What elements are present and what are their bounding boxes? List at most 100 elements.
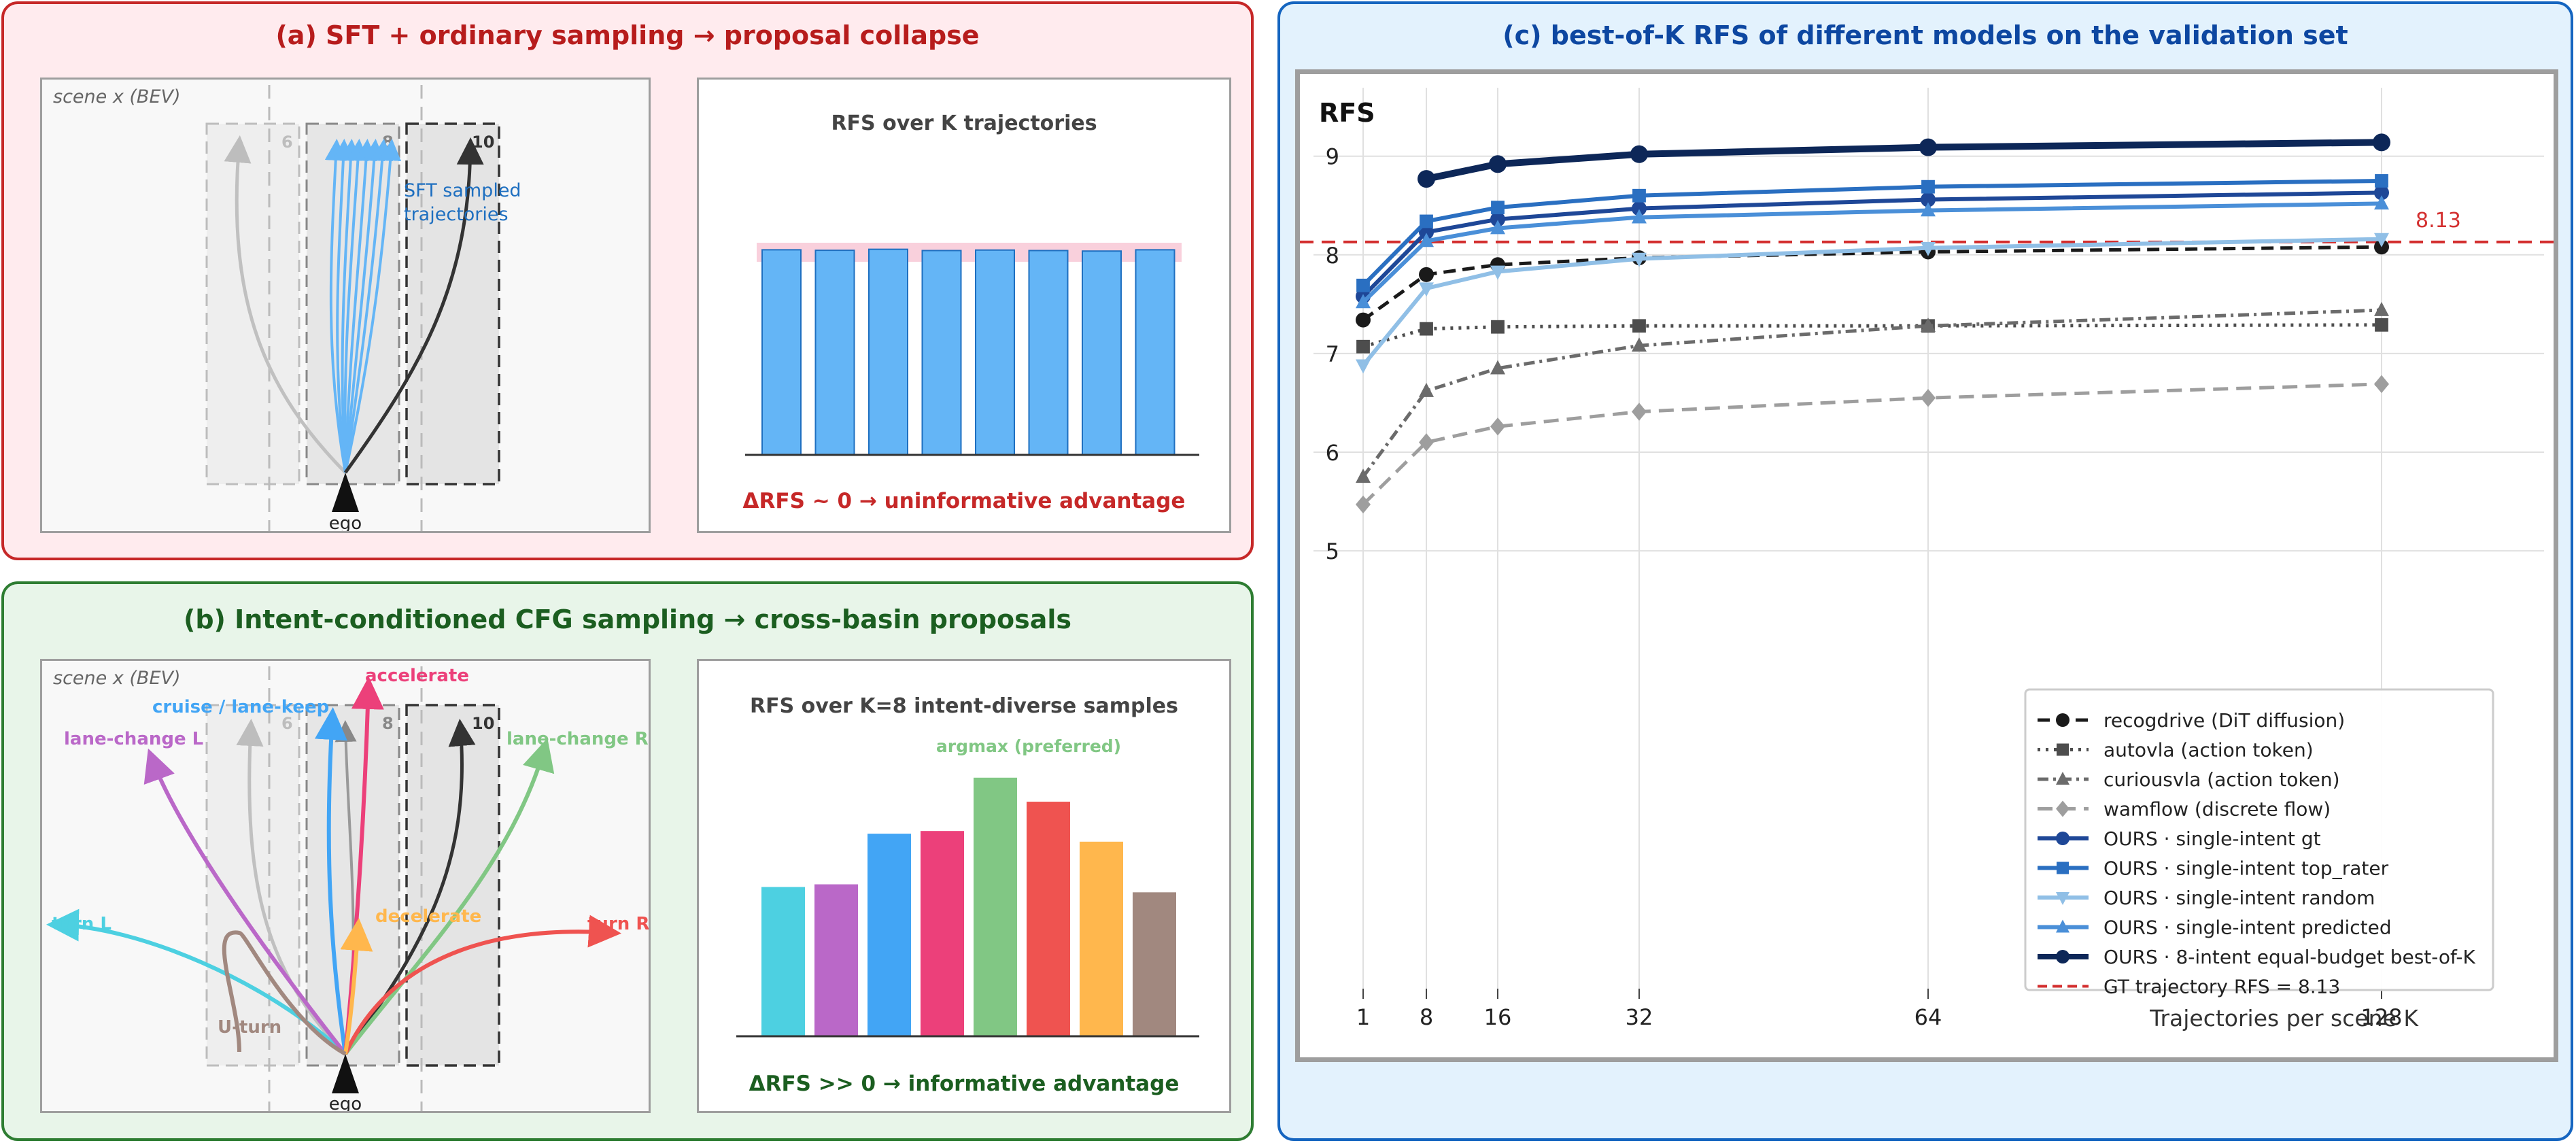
x-tick-label: 16 bbox=[1484, 1004, 1512, 1030]
intent-bar-lane_change_r bbox=[974, 777, 1017, 1036]
data-point bbox=[1490, 417, 1505, 436]
data-point bbox=[1632, 337, 1647, 352]
legend-label: OURS · single-intent random bbox=[2103, 887, 2375, 909]
rfs-bars-a: RFS over K trajectories ΔRFS ~ 0 → uninf… bbox=[743, 112, 1199, 513]
series-6 bbox=[1356, 233, 2389, 374]
chart-title: RFS over K trajectories bbox=[831, 112, 1097, 135]
series-7 bbox=[1356, 195, 2389, 309]
bev-scene-a: scene x (BEV) 6 8 10 SFT sampled traject… bbox=[53, 85, 521, 534]
data-point bbox=[1419, 233, 1434, 248]
intent-bar-accelerate bbox=[921, 831, 964, 1036]
series-5 bbox=[1356, 174, 2388, 292]
data-point bbox=[2056, 800, 2070, 817]
intent-bar-cruise bbox=[868, 834, 911, 1036]
x-axis-label: Trajectories per scene K bbox=[2149, 1005, 2419, 1031]
x-tick-label: 64 bbox=[1914, 1004, 1942, 1030]
intent-label-cruise: cruise / lane-keep bbox=[152, 697, 329, 717]
panel-c: (c) best-of-K RFS of different models on… bbox=[1277, 1, 2573, 1141]
ego-label: ego bbox=[329, 1094, 362, 1111]
data-point bbox=[2056, 919, 2070, 933]
data-point bbox=[1632, 252, 1647, 267]
data-point bbox=[2374, 233, 2389, 248]
data-point bbox=[2057, 861, 2069, 874]
panel-a-bev: scene x (BEV) 6 8 10 SFT sampled traject… bbox=[40, 78, 651, 534]
panel-b-bev: scene x (BEV) 6 8 10 turn L lane-cha bbox=[40, 659, 651, 1114]
intent-bar-turn_r bbox=[1027, 802, 1070, 1036]
data-point bbox=[1921, 388, 1936, 407]
intent-bar-turn_l bbox=[761, 887, 805, 1036]
x-tick-label: 8 bbox=[1420, 1004, 1433, 1030]
rfs-bar bbox=[761, 249, 802, 456]
intent-label-lane-change-r: lane-change R bbox=[506, 729, 649, 749]
gt-reference: 8.13 bbox=[1300, 209, 2554, 243]
data-point bbox=[1630, 145, 1648, 163]
data-point bbox=[2056, 950, 2070, 963]
data-point bbox=[1356, 359, 1371, 374]
intent-label-turn-l: turn L bbox=[52, 914, 111, 934]
data-point bbox=[1632, 403, 1647, 421]
legend-label: OURS · single-intent predicted bbox=[2103, 917, 2392, 939]
data-point bbox=[1490, 360, 1505, 375]
data-point bbox=[1921, 180, 1935, 194]
y-tick-label: 5 bbox=[1326, 539, 1339, 564]
data-point bbox=[1490, 265, 1505, 280]
lane-box-6 bbox=[205, 122, 300, 485]
data-point bbox=[1632, 209, 1647, 224]
data-point bbox=[1420, 214, 1433, 228]
legend-entry: GT trajectory RFS = 8.13 bbox=[2038, 976, 2340, 998]
legend-entry: wamflow (discrete flow) bbox=[2038, 798, 2331, 821]
data-point bbox=[2056, 832, 2070, 845]
data-point bbox=[1489, 155, 1507, 173]
chart-grid bbox=[1313, 88, 2544, 989]
best-of-k-line-chart: 1 8 16 32 64 128 5 6 7 8 9 RFS Trajectories per sc… bbox=[1300, 88, 2554, 1031]
sft-annotation-line2: trajectories bbox=[404, 204, 509, 225]
legend: recogdrive (DiT diffusion) autovla (actio… bbox=[2024, 688, 2494, 998]
data-point bbox=[1921, 241, 1936, 256]
panel-c-title: (c) best-of-K RFS of different models on… bbox=[1502, 20, 2348, 50]
intent-lane-change-r-trajectory bbox=[343, 738, 555, 1055]
data-point bbox=[1919, 138, 1937, 156]
x-tick-label: 1 bbox=[1356, 1004, 1370, 1030]
data-point bbox=[1491, 320, 1505, 334]
intent-bars-group bbox=[761, 777, 1176, 1036]
sft-trajectory bbox=[343, 139, 369, 473]
series-0 bbox=[1356, 239, 2389, 328]
data-point bbox=[1921, 202, 1936, 217]
sft-annotation-line1: SFT sampled bbox=[404, 180, 521, 201]
intent-decelerate-trajectory bbox=[340, 918, 373, 1055]
ego-label: ego bbox=[329, 513, 362, 531]
data-point bbox=[2056, 713, 2070, 727]
lane-box-10 bbox=[405, 122, 500, 485]
intent-label-u-turn: U-turn bbox=[218, 1017, 281, 1038]
legend-entries: recogdrive (DiT diffusion) autovla (actio… bbox=[2038, 709, 2475, 998]
bev-scene-b: scene x (BEV) 6 8 10 turn L lane-cha bbox=[46, 666, 649, 1114]
series-2 bbox=[1356, 301, 2389, 483]
legend-label: curiousvla (action token) bbox=[2103, 768, 2340, 791]
data-point bbox=[2373, 133, 2390, 152]
intent-label-turn-r: turn R bbox=[587, 914, 649, 934]
legend-label: OURS · single-intent top_rater bbox=[2103, 857, 2389, 880]
data-point bbox=[1490, 220, 1505, 235]
data-point bbox=[2057, 743, 2069, 756]
trajectory-grey-left bbox=[224, 135, 347, 474]
legend-entry: OURS · single-intent random bbox=[2038, 887, 2375, 909]
intent-bar-lane_change_l bbox=[814, 884, 858, 1036]
trajectory-dark-right bbox=[343, 137, 484, 474]
lane-label-10: 10 bbox=[472, 133, 494, 152]
intent-lane-change-l-trajectory bbox=[143, 748, 347, 1055]
rfs-bar bbox=[868, 248, 908, 456]
chart-series bbox=[1356, 133, 2390, 514]
panel-a-title: (a) SFT + ordinary sampling → proposal c… bbox=[275, 20, 980, 50]
trajectory-dark-right bbox=[343, 719, 476, 1055]
data-point bbox=[1632, 188, 1646, 203]
series-line bbox=[1362, 245, 2382, 322]
chart-caption: ΔRFS ~ 0 → uninformative advantage bbox=[743, 489, 1186, 513]
y-tick-label: 8 bbox=[1326, 243, 1339, 269]
data-point bbox=[2374, 301, 2389, 316]
data-point bbox=[2374, 375, 2389, 394]
intent-label-accelerate: accelerate bbox=[365, 666, 469, 686]
chart-caption: ΔRFS >> 0 → informative advantage bbox=[749, 1072, 1180, 1096]
data-point bbox=[1356, 495, 1371, 514]
panel-a-rfs-chart: RFS over K trajectories ΔRFS ~ 0 → uninf… bbox=[697, 78, 1231, 533]
data-point bbox=[1419, 267, 1434, 282]
